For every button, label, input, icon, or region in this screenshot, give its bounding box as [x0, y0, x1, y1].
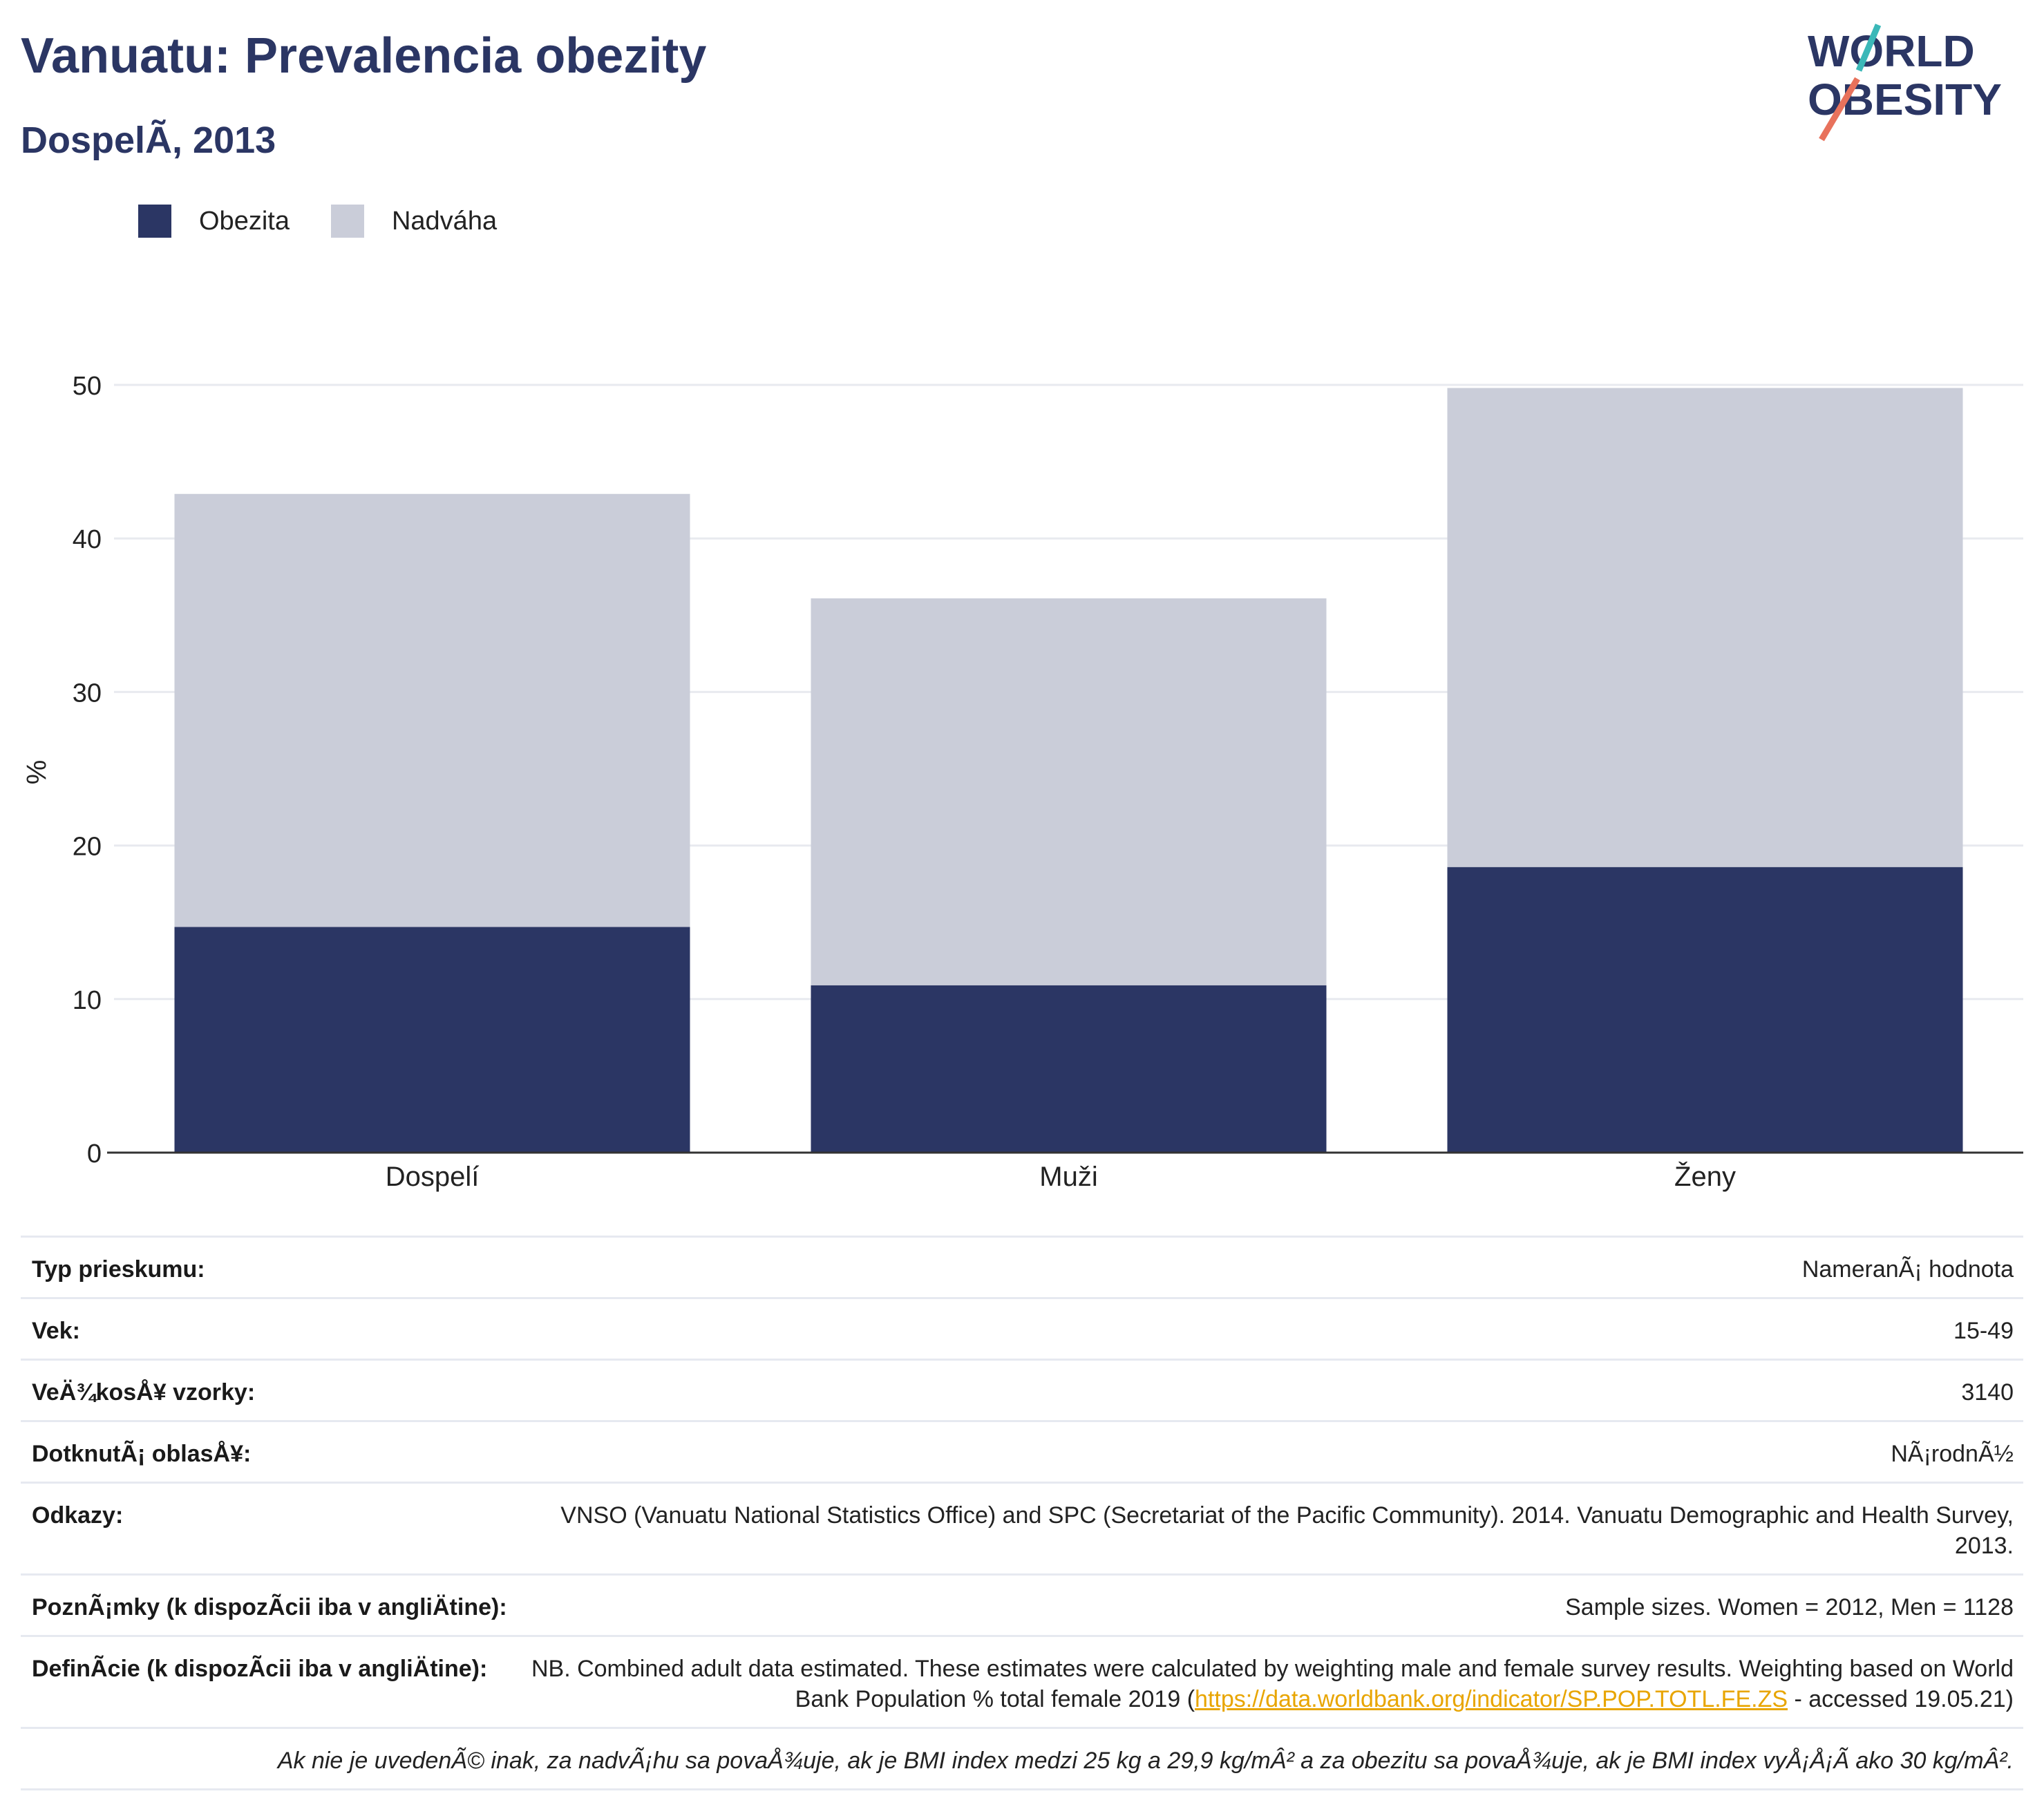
y-tick-label: 0	[87, 1139, 102, 1169]
info-value: VNSO (Vanuatu National Statistics Office…	[560, 1502, 2014, 1559]
info-value: 15-49	[1953, 1318, 2014, 1344]
info-value: NÃ¡rodnÃ½	[1891, 1441, 2014, 1467]
legend-swatch-obezita	[138, 205, 171, 238]
legend-label-obezita: Obezita	[199, 206, 290, 236]
legend-label-nadvaha: Nadváha	[391, 206, 498, 236]
worldbank-link[interactable]: https://data.worldbank.org/indicator/SP.…	[1195, 1686, 1788, 1712]
info-row: DotknutÃ¡ oblasÅ¥: NÃ¡rodnÃ½	[21, 1420, 2023, 1482]
info-value: 3140	[1961, 1379, 2014, 1406]
info-row: Vek: 15-49	[21, 1297, 2023, 1359]
bar-nadvaha-1	[811, 598, 1327, 985]
info-row: Typ prieskumu: NameranÃ¡ hodnota	[21, 1236, 2023, 1297]
logo-line2: OBESITY	[1808, 75, 2002, 124]
info-row: Ak nie je uvedenÃ© inak, za nadvÃ¡hu sa …	[21, 1727, 2023, 1790]
stacked-bar-chart: 0 10 20 30 40 50 Dospelí Muži Ženy	[73, 372, 2023, 1192]
info-key: Odkazy:	[32, 1502, 124, 1529]
info-key: DefinÃcie (k dispozÃcii iba v angliÄ⁠tin…	[32, 1656, 488, 1682]
chart-legend: Obezita Nadváha	[138, 200, 538, 242]
info-key: Vek:	[32, 1318, 80, 1344]
y-tick-label: 30	[73, 679, 102, 708]
info-row: Odkazy: VNSO (Vanuatu National Statistics…	[21, 1482, 2023, 1573]
bar-nadvaha-0	[174, 493, 690, 927]
info-row: DefinÃcie (k dispozÃcii iba v angliÄ⁠tin…	[21, 1635, 2023, 1727]
world-obesity-logo: WORLD OBESITY	[1808, 23, 2002, 142]
y-tick-label: 50	[73, 372, 102, 401]
x-tick-label: Dospelí	[386, 1162, 480, 1192]
info-row: VeÄ¾kosÅ¥ vzorky: 3140	[21, 1359, 2023, 1420]
info-key: VeÄ¾kosÅ¥ vzorky:	[32, 1379, 256, 1406]
bar-obezita-1	[811, 985, 1327, 1153]
bar-obezita-2	[1447, 867, 1963, 1153]
page-title: Vanuatu: Prevalencia obezity	[21, 28, 707, 84]
bar-nadvaha-2	[1447, 388, 1963, 867]
definition-text-end: - accessed 19.05.21)	[1788, 1686, 2014, 1712]
x-tick-label: Ženy	[1674, 1161, 1736, 1192]
info-key: DotknutÃ¡ oblasÅ¥:	[32, 1441, 252, 1467]
definition-value: NB. Combined adult data estimated. These…	[515, 1654, 2014, 1714]
info-value: NameranÃ¡ hodnota	[1801, 1256, 2014, 1283]
info-value: Sample sizes. Women = 2012, Men = 1128	[1565, 1594, 2014, 1620]
x-tick-label: Muži	[1039, 1162, 1097, 1192]
info-row: PoznÃ¡mky (k dispozÃcii iba v angliÄ⁠tin…	[21, 1573, 2023, 1635]
y-axis-title: %	[21, 759, 53, 785]
legend-swatch-nadvaha	[330, 205, 364, 238]
y-tick-label: 40	[73, 525, 102, 554]
page-subtitle: DospelÃ, 2013	[21, 120, 276, 161]
legend-item-obezita[interactable]: Obezita	[138, 205, 290, 238]
info-key: Typ prieskumu:	[32, 1256, 205, 1283]
y-tick-label: 20	[73, 833, 102, 862]
footnote: Ak nie je uvedenÃ© inak, za nadvÃ¡hu sa …	[277, 1748, 2014, 1774]
info-key: PoznÃ¡mky (k dispozÃcii iba v angliÄ⁠tin…	[32, 1594, 507, 1620]
logo-slash-teal	[1855, 23, 1882, 72]
logo-line1: WORLD	[1808, 26, 1975, 76]
logo-slash-coral	[1819, 77, 1860, 142]
bar-obezita-0	[174, 927, 690, 1153]
definition-text: NB. Combined adult data estimated. These…	[531, 1656, 2014, 1712]
legend-item-nadvaha[interactable]: Nadváha	[330, 205, 498, 238]
y-tick-label: 10	[73, 986, 102, 1015]
info-table: Typ prieskumu: NameranÃ¡ hodnota Vek: 15-49…	[21, 1236, 2023, 1790]
